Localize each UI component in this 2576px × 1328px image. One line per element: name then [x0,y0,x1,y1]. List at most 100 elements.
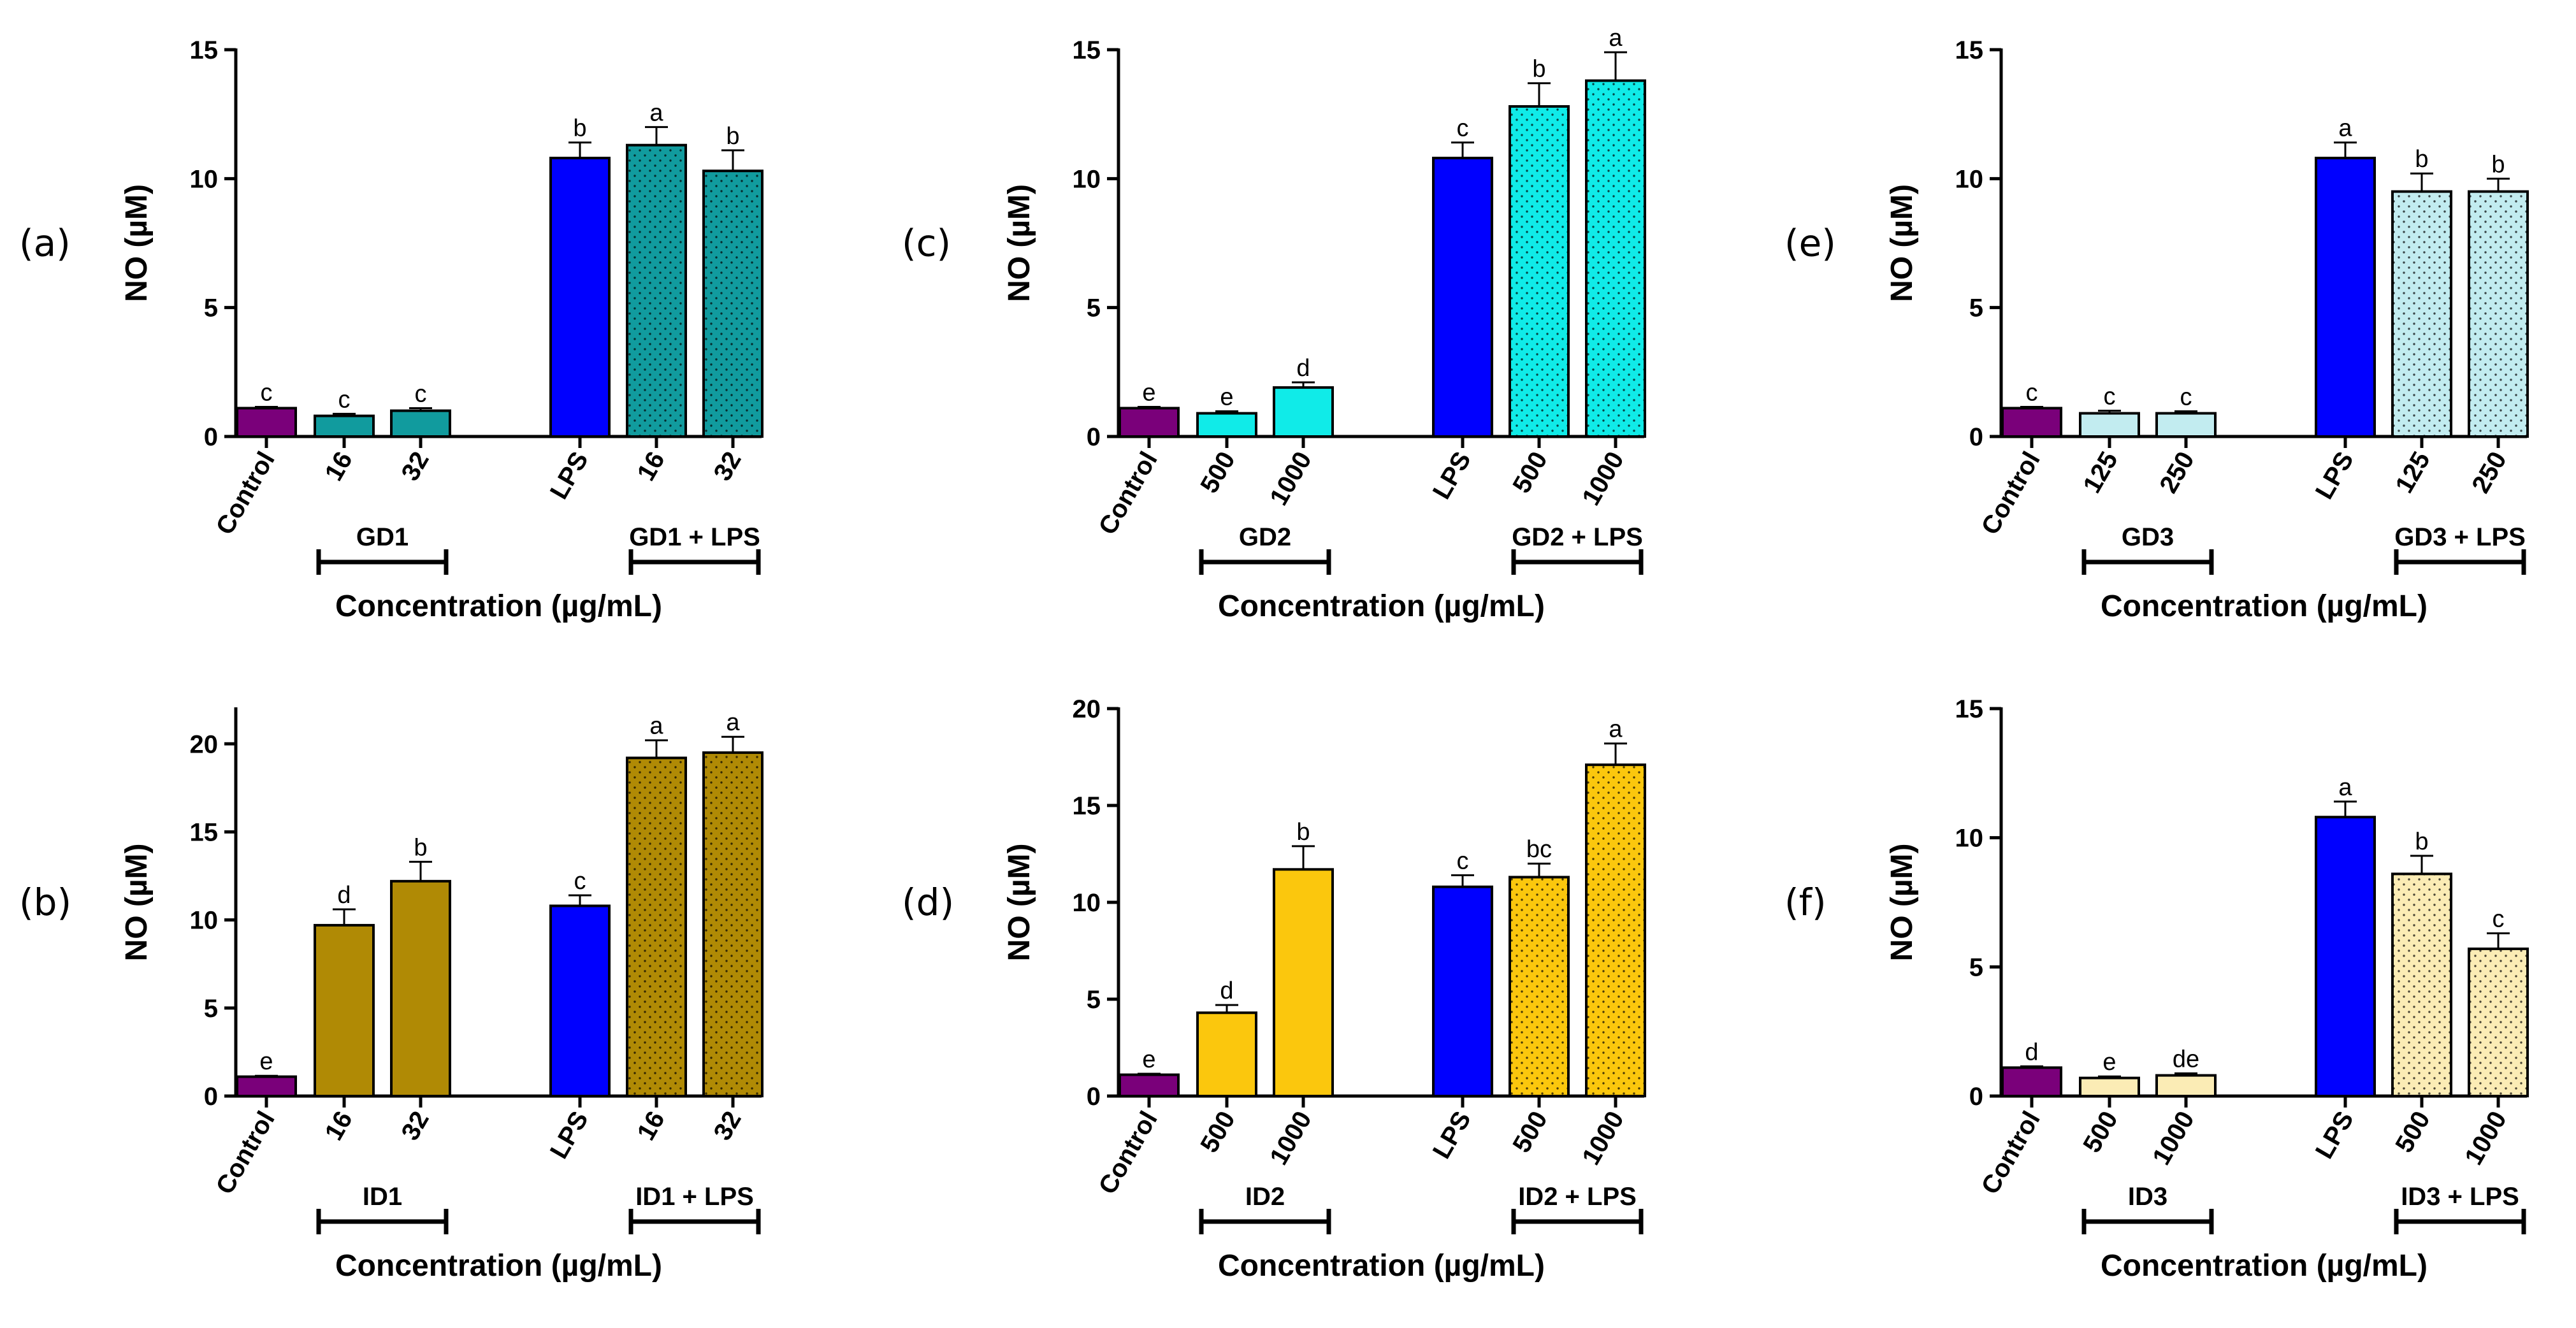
x-category-label: 1000 [2459,1107,2512,1170]
x-category-label: LPS [2310,1107,2359,1164]
bar [236,1075,297,1097]
significance-letter: a [2338,115,2352,142]
bar [390,409,451,438]
chart-panel-c: (c) NO (µM) 0 5 10 15 e Control e 500 d 1000 c LPS b 50… [902,25,1646,623]
x-category-label: 500 [2390,1107,2435,1158]
x-category-label: 500 [1507,1107,1552,1158]
y-tick-label: 10 [1955,825,1984,853]
significance-letter: b [414,834,427,861]
x-axis-title: Concentration (µg/mL) [2101,589,2428,623]
y-tick-label: 15 [1955,695,1984,723]
x-category-label: 16 [632,447,670,486]
panel-label: (a) [19,222,71,265]
bar [2315,156,2376,438]
bar [549,156,611,438]
x-category-label: 500 [1195,447,1240,498]
significance-letter: c [261,379,273,406]
bar [2468,947,2529,1097]
x-category-label: 32 [708,1107,746,1146]
significance-letter: c [2026,379,2038,406]
x-category-label: 1000 [1264,447,1317,510]
panel-label: (f) [1784,881,1827,924]
bar [2001,1066,2062,1097]
y-tick-label: 5 [204,294,218,322]
bar [702,751,763,1098]
bar [2001,407,2062,438]
panel-label: (d) [902,881,954,924]
significance-letter: c [574,868,586,895]
bar [549,904,611,1097]
group-label: ID3 + LPS [2401,1183,2519,1211]
bar [1585,763,1646,1098]
significance-letter: a [649,99,663,126]
x-axis-title: Concentration (µg/mL) [1218,589,1545,623]
group-label: GD2 [1239,523,1291,551]
bar [1509,876,1570,1097]
y-axis-title: NO (µM) [120,844,154,962]
x-category-label: 32 [396,447,434,486]
significance-letter: c [2493,906,2505,933]
significance-letter: b [1532,56,1545,83]
bar [314,414,375,438]
y-axis-title: NO (µM) [1885,844,1919,962]
bar [1196,412,1257,438]
significance-letter: d [1220,978,1233,1004]
group-label: GD1 [356,523,409,551]
bar [626,756,687,1097]
y-tick-label: 15 [1955,36,1984,64]
x-category-label: 1000 [1264,1107,1317,1170]
group-label: ID2 [1245,1183,1285,1211]
y-tick-label: 0 [204,423,218,451]
bar [1585,79,1646,438]
x-category-label: 1000 [1577,1107,1630,1170]
chart-panel-a: (a) NO (µM) 0 5 10 15 c Control c 16 c 32 b LPS a 16 b 32… [19,36,763,623]
significance-letter: c [1457,115,1469,142]
x-axis-title: Concentration (µg/mL) [335,589,662,623]
y-axis-title: NO (µM) [120,184,154,302]
y-tick-label: 5 [1969,294,1983,322]
y-tick-label: 15 [190,36,219,64]
y-tick-label: 10 [190,907,219,935]
x-category-label: LPS [1428,1107,1477,1164]
x-category-label: 250 [2466,447,2512,498]
bar [702,170,763,438]
bar [2391,190,2452,438]
x-category-label: LPS [1428,447,1477,504]
bar [1273,386,1334,438]
significance-letter: a [1609,25,1623,52]
x-category-label: 16 [319,1107,358,1146]
y-tick-label: 15 [1073,792,1101,820]
y-tick-label: 5 [204,995,218,1023]
x-category-label: Control [211,1107,280,1199]
bar [1118,407,1180,438]
bar [2155,1074,2217,1098]
x-category-label: 32 [396,1107,434,1146]
y-axis-title: NO (µM) [1002,184,1036,302]
x-category-label: LPS [545,447,594,504]
significance-letter: e [1220,384,1233,410]
y-tick-label: 0 [1969,1083,1983,1111]
x-category-label: Control [1976,447,2046,540]
significance-letter: e [259,1048,273,1075]
y-tick-label: 20 [1073,695,1101,723]
bar [314,923,375,1097]
group-label: ID3 [2128,1183,2167,1211]
x-category-label: 1000 [1577,447,1630,510]
group-label: GD1 + LPS [629,523,760,551]
bar [1432,156,1493,438]
y-axis-title: NO (µM) [1885,184,1919,302]
x-category-label: 32 [708,447,746,486]
y-tick-label: 0 [1969,423,1983,451]
bar [1509,105,1570,438]
significance-letter: d [337,882,351,909]
significance-letter: a [726,709,740,736]
group-label: GD3 + LPS [2394,523,2526,551]
significance-letter: c [2180,384,2192,410]
significance-letter: e [1142,1046,1155,1073]
significance-letter: bc [1526,836,1552,863]
x-category-label: LPS [2310,447,2359,504]
x-category-label: 125 [2078,447,2123,498]
panel-label: (e) [1784,222,1836,265]
significance-letter: c [338,386,351,413]
significance-letter: e [2102,1049,2116,1076]
